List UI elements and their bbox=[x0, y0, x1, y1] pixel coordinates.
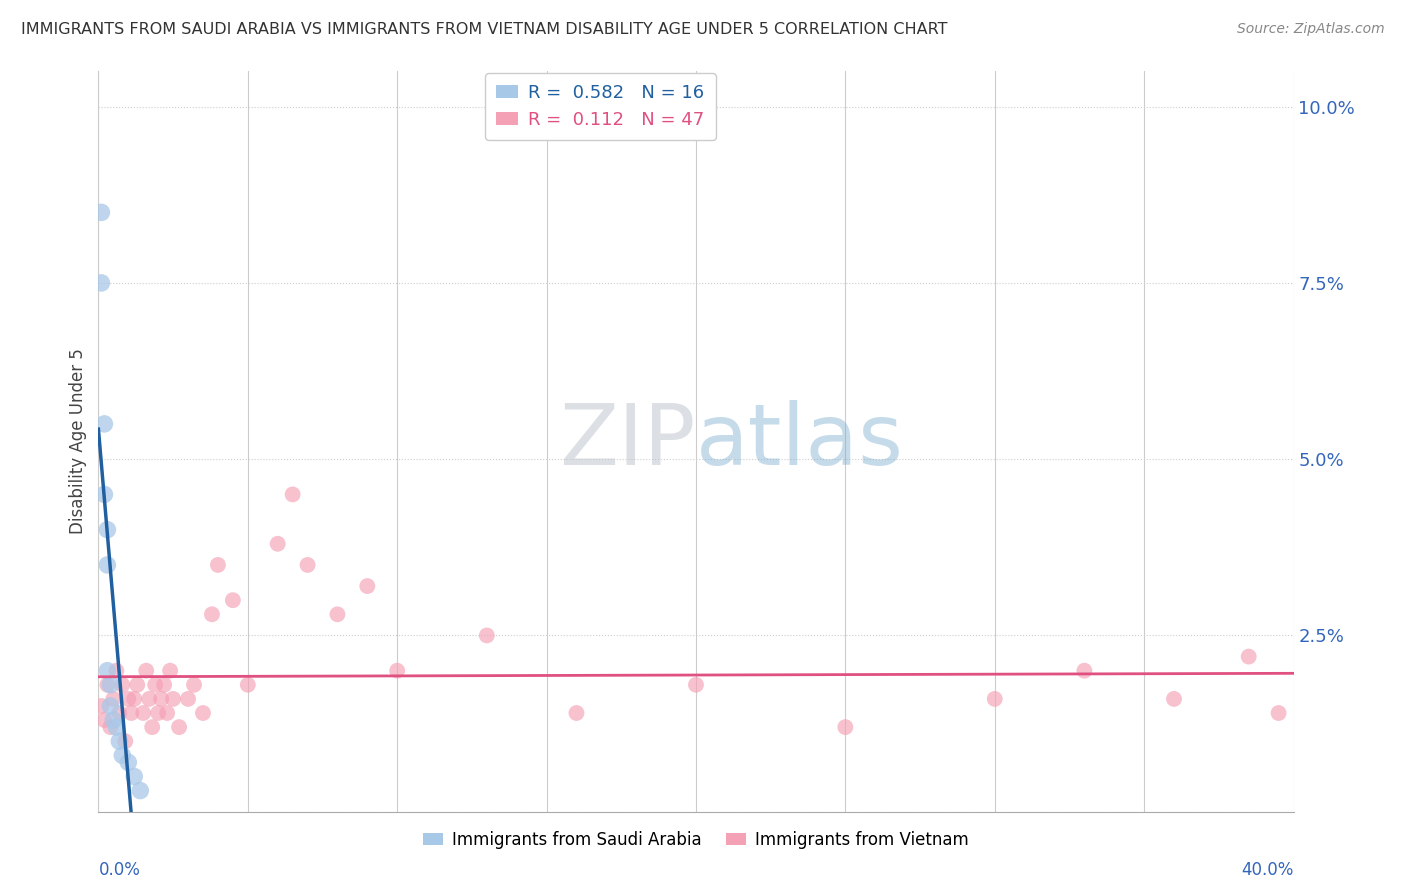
Point bbox=[150, 692, 173, 706]
Point bbox=[201, 607, 224, 622]
Point bbox=[834, 720, 856, 734]
Point bbox=[108, 734, 131, 748]
Point bbox=[93, 487, 115, 501]
Point bbox=[141, 720, 163, 734]
Point bbox=[385, 664, 409, 678]
Point bbox=[135, 664, 157, 678]
Point bbox=[93, 417, 115, 431]
Point bbox=[156, 706, 179, 720]
Point bbox=[183, 678, 205, 692]
Text: IMMIGRANTS FROM SAUDI ARABIA VS IMMIGRANTS FROM VIETNAM DISABILITY AGE UNDER 5 C: IMMIGRANTS FROM SAUDI ARABIA VS IMMIGRAN… bbox=[21, 22, 948, 37]
Text: Source: ZipAtlas.com: Source: ZipAtlas.com bbox=[1237, 22, 1385, 37]
Point bbox=[1267, 706, 1289, 720]
Point bbox=[120, 706, 142, 720]
Point bbox=[103, 713, 125, 727]
Point bbox=[281, 487, 304, 501]
Point bbox=[207, 558, 229, 572]
Point bbox=[984, 692, 1007, 706]
Point bbox=[90, 698, 112, 713]
Point bbox=[98, 698, 122, 713]
Point bbox=[153, 678, 176, 692]
Text: atlas: atlas bbox=[696, 400, 904, 483]
Point bbox=[177, 692, 200, 706]
Point bbox=[129, 783, 152, 797]
Point bbox=[96, 678, 118, 692]
Point bbox=[90, 276, 112, 290]
Point bbox=[96, 523, 118, 537]
Point bbox=[117, 692, 139, 706]
Point bbox=[685, 678, 707, 692]
Point bbox=[1073, 664, 1095, 678]
Point bbox=[105, 720, 128, 734]
Point bbox=[114, 734, 136, 748]
Point bbox=[191, 706, 214, 720]
Point bbox=[162, 692, 184, 706]
Point bbox=[326, 607, 349, 622]
Y-axis label: Disability Age Under 5: Disability Age Under 5 bbox=[69, 349, 87, 534]
Point bbox=[111, 678, 134, 692]
Point bbox=[236, 678, 259, 692]
Point bbox=[297, 558, 319, 572]
Point bbox=[148, 706, 170, 720]
Point bbox=[105, 664, 128, 678]
Point bbox=[90, 205, 112, 219]
Point bbox=[117, 756, 139, 770]
Point bbox=[124, 769, 146, 783]
Point bbox=[167, 720, 190, 734]
Point bbox=[138, 692, 160, 706]
Point bbox=[127, 678, 149, 692]
Point bbox=[475, 628, 498, 642]
Point bbox=[159, 664, 181, 678]
Point bbox=[132, 706, 155, 720]
Text: 0.0%: 0.0% bbox=[98, 861, 141, 880]
Point bbox=[1163, 692, 1185, 706]
Point bbox=[143, 678, 166, 692]
Point bbox=[96, 558, 118, 572]
Point bbox=[267, 537, 290, 551]
Legend: Immigrants from Saudi Arabia, Immigrants from Vietnam: Immigrants from Saudi Arabia, Immigrants… bbox=[416, 824, 976, 855]
Point bbox=[98, 678, 122, 692]
Point bbox=[356, 579, 378, 593]
Point bbox=[124, 692, 146, 706]
Point bbox=[96, 664, 118, 678]
Point bbox=[111, 748, 134, 763]
Point bbox=[1237, 649, 1260, 664]
Point bbox=[103, 692, 125, 706]
Text: 40.0%: 40.0% bbox=[1241, 861, 1294, 880]
Point bbox=[93, 713, 115, 727]
Point bbox=[222, 593, 245, 607]
Text: ZIP: ZIP bbox=[560, 400, 696, 483]
Point bbox=[108, 706, 131, 720]
Point bbox=[98, 720, 122, 734]
Point bbox=[565, 706, 588, 720]
